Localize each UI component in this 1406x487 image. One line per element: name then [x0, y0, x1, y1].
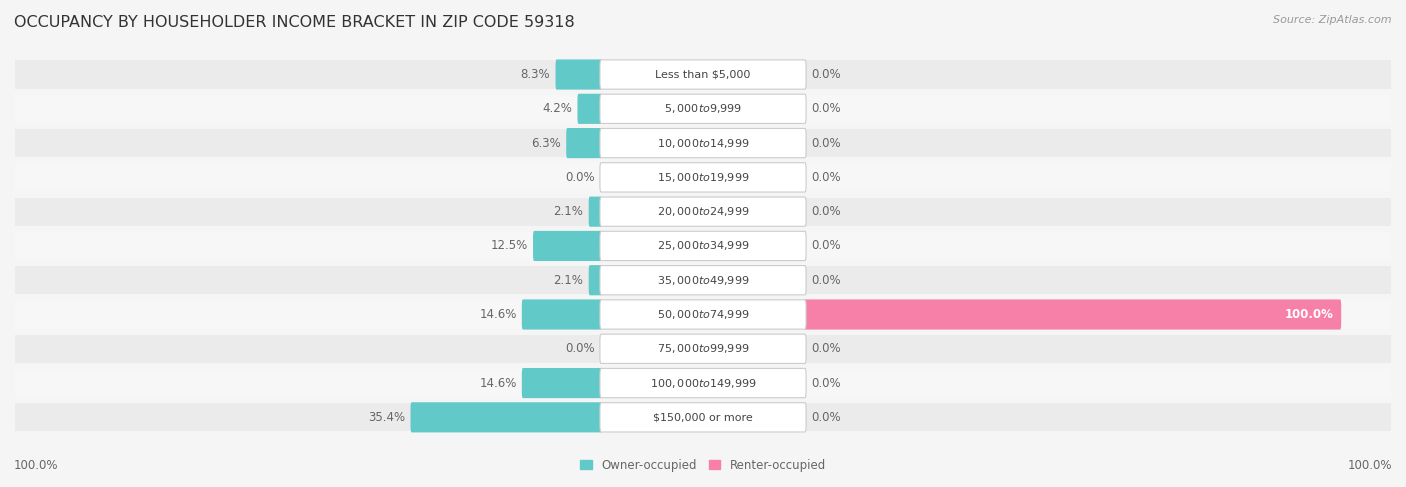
Text: $150,000 or more: $150,000 or more	[654, 412, 752, 422]
Text: 0.0%: 0.0%	[811, 411, 841, 424]
FancyBboxPatch shape	[600, 369, 806, 398]
FancyBboxPatch shape	[600, 94, 806, 123]
Text: $50,000 to $74,999: $50,000 to $74,999	[657, 308, 749, 321]
Text: 100.0%: 100.0%	[1347, 459, 1392, 472]
FancyBboxPatch shape	[589, 197, 602, 227]
Text: 35.4%: 35.4%	[368, 411, 405, 424]
FancyBboxPatch shape	[522, 368, 602, 398]
Text: 0.0%: 0.0%	[811, 102, 841, 115]
Legend: Owner-occupied, Renter-occupied: Owner-occupied, Renter-occupied	[575, 454, 831, 476]
Text: 100.0%: 100.0%	[1285, 308, 1334, 321]
Text: 0.0%: 0.0%	[811, 171, 841, 184]
Bar	[15, 232, 1391, 260]
Bar	[15, 129, 1391, 157]
Text: 6.3%: 6.3%	[531, 136, 561, 150]
Bar	[15, 300, 1391, 329]
Text: $5,000 to $9,999: $5,000 to $9,999	[664, 102, 742, 115]
Text: 4.2%: 4.2%	[543, 102, 572, 115]
FancyBboxPatch shape	[533, 231, 602, 261]
Text: 14.6%: 14.6%	[479, 308, 516, 321]
Text: 0.0%: 0.0%	[811, 68, 841, 81]
Text: 14.6%: 14.6%	[479, 376, 516, 390]
Bar	[15, 198, 1391, 225]
Text: 0.0%: 0.0%	[811, 376, 841, 390]
FancyBboxPatch shape	[600, 300, 806, 329]
Text: 0.0%: 0.0%	[811, 240, 841, 252]
Text: $20,000 to $24,999: $20,000 to $24,999	[657, 205, 749, 218]
FancyBboxPatch shape	[589, 265, 602, 295]
FancyBboxPatch shape	[600, 197, 806, 226]
Bar	[15, 163, 1391, 191]
FancyBboxPatch shape	[567, 128, 602, 158]
Text: $15,000 to $19,999: $15,000 to $19,999	[657, 171, 749, 184]
Bar	[15, 369, 1391, 397]
FancyBboxPatch shape	[600, 334, 806, 363]
Text: 0.0%: 0.0%	[811, 136, 841, 150]
Text: 12.5%: 12.5%	[491, 240, 527, 252]
Bar	[15, 335, 1391, 363]
Text: 100.0%: 100.0%	[14, 459, 59, 472]
Text: $10,000 to $14,999: $10,000 to $14,999	[657, 136, 749, 150]
Text: $35,000 to $49,999: $35,000 to $49,999	[657, 274, 749, 287]
Text: OCCUPANCY BY HOUSEHOLDER INCOME BRACKET IN ZIP CODE 59318: OCCUPANCY BY HOUSEHOLDER INCOME BRACKET …	[14, 15, 575, 30]
FancyBboxPatch shape	[411, 402, 602, 432]
FancyBboxPatch shape	[522, 300, 602, 330]
Bar	[15, 60, 1391, 89]
Text: 0.0%: 0.0%	[811, 274, 841, 287]
Text: 0.0%: 0.0%	[565, 342, 595, 356]
FancyBboxPatch shape	[804, 300, 1341, 330]
Text: Source: ZipAtlas.com: Source: ZipAtlas.com	[1274, 15, 1392, 25]
Text: 8.3%: 8.3%	[520, 68, 550, 81]
FancyBboxPatch shape	[578, 94, 602, 124]
Text: $100,000 to $149,999: $100,000 to $149,999	[650, 376, 756, 390]
FancyBboxPatch shape	[555, 59, 602, 90]
Text: Less than $5,000: Less than $5,000	[655, 70, 751, 79]
Bar	[15, 266, 1391, 294]
Text: 0.0%: 0.0%	[811, 205, 841, 218]
Text: 0.0%: 0.0%	[811, 342, 841, 356]
FancyBboxPatch shape	[600, 403, 806, 432]
FancyBboxPatch shape	[600, 163, 806, 192]
Text: $25,000 to $34,999: $25,000 to $34,999	[657, 240, 749, 252]
Text: 2.1%: 2.1%	[554, 274, 583, 287]
Bar	[15, 95, 1391, 123]
FancyBboxPatch shape	[600, 231, 806, 261]
Text: 0.0%: 0.0%	[565, 171, 595, 184]
Text: $75,000 to $99,999: $75,000 to $99,999	[657, 342, 749, 356]
Bar	[15, 403, 1391, 431]
FancyBboxPatch shape	[600, 265, 806, 295]
FancyBboxPatch shape	[600, 60, 806, 89]
FancyBboxPatch shape	[600, 129, 806, 158]
Text: 2.1%: 2.1%	[554, 205, 583, 218]
